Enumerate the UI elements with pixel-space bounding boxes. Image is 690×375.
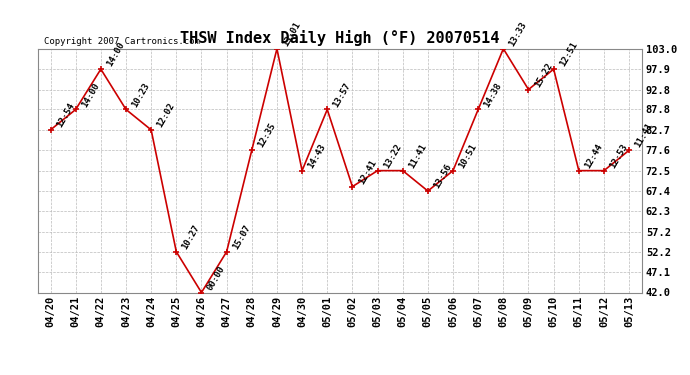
Text: 12:53: 12:53	[608, 142, 629, 170]
Text: 12:44: 12:44	[583, 142, 604, 170]
Text: 10:27: 10:27	[181, 223, 201, 251]
Text: 15:07: 15:07	[230, 223, 252, 251]
Text: 12:54: 12:54	[55, 101, 76, 129]
Text: 13:33: 13:33	[508, 20, 529, 48]
Text: 12:35: 12:35	[256, 122, 277, 150]
Text: 14:43: 14:43	[306, 142, 328, 170]
Text: 13:57: 13:57	[331, 81, 353, 109]
Text: 14:38: 14:38	[482, 81, 504, 109]
Text: 12:51: 12:51	[558, 40, 579, 68]
Title: THSW Index Daily High (°F) 20070514: THSW Index Daily High (°F) 20070514	[180, 30, 500, 46]
Text: 12:02: 12:02	[155, 101, 177, 129]
Text: Copyright 2007 Cartronics.com: Copyright 2007 Cartronics.com	[44, 38, 200, 46]
Text: 13:56: 13:56	[432, 162, 453, 190]
Text: 13:22: 13:22	[382, 142, 403, 170]
Text: 13:01: 13:01	[281, 20, 302, 48]
Text: 10:51: 10:51	[457, 142, 478, 170]
Text: 15:22: 15:22	[533, 61, 554, 89]
Text: 14:00: 14:00	[80, 81, 101, 109]
Text: 00:00: 00:00	[206, 264, 227, 292]
Text: 11:41: 11:41	[407, 142, 428, 170]
Text: 10:23: 10:23	[130, 81, 151, 109]
Text: 14:00: 14:00	[105, 40, 126, 68]
Text: 11:41: 11:41	[633, 122, 655, 150]
Text: 12:41: 12:41	[357, 158, 378, 186]
